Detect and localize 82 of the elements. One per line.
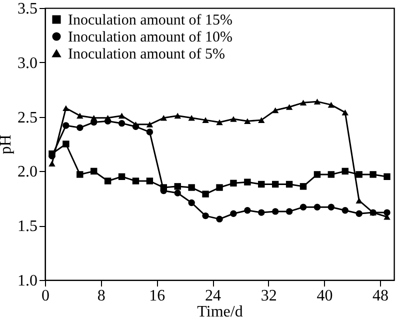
point bbox=[286, 104, 293, 110]
point bbox=[216, 119, 223, 126]
point bbox=[342, 168, 348, 175]
point bbox=[104, 114, 112, 121]
point bbox=[90, 114, 98, 121]
x-tick-label: 48 bbox=[372, 288, 389, 304]
x-tick-label: 16 bbox=[149, 288, 166, 304]
point bbox=[160, 114, 168, 121]
point bbox=[286, 208, 293, 215]
legend-label: Inoculation amount of 5% bbox=[68, 46, 226, 62]
point bbox=[146, 122, 154, 128]
point bbox=[314, 171, 321, 178]
point bbox=[62, 140, 70, 148]
point bbox=[188, 199, 195, 206]
point bbox=[216, 216, 223, 222]
point bbox=[188, 184, 195, 191]
point bbox=[76, 112, 84, 119]
point bbox=[356, 210, 362, 217]
point bbox=[76, 171, 84, 178]
point bbox=[174, 112, 181, 119]
point bbox=[216, 184, 223, 191]
point bbox=[300, 183, 307, 190]
y-tick-label: 2.5 bbox=[18, 109, 38, 126]
point bbox=[174, 190, 181, 196]
point bbox=[76, 124, 84, 132]
point bbox=[202, 212, 209, 220]
point bbox=[90, 168, 98, 175]
point bbox=[314, 98, 321, 104]
point bbox=[118, 173, 126, 180]
point bbox=[258, 180, 265, 188]
point bbox=[258, 209, 265, 216]
point bbox=[328, 102, 335, 108]
point bbox=[48, 160, 56, 166]
point bbox=[230, 180, 237, 187]
point bbox=[230, 210, 237, 217]
point bbox=[104, 178, 112, 184]
y-tick-label: 2.0 bbox=[18, 164, 38, 181]
point bbox=[356, 198, 362, 204]
point bbox=[258, 117, 265, 123]
point bbox=[62, 105, 70, 111]
x-tick-label: 24 bbox=[205, 288, 222, 304]
point bbox=[384, 209, 390, 216]
x-tick-label: 0 bbox=[42, 288, 50, 304]
y-tick-label: 3.0 bbox=[18, 54, 38, 72]
point bbox=[202, 117, 209, 123]
point bbox=[244, 207, 251, 214]
point bbox=[188, 114, 195, 121]
y-tick-label: 1.0 bbox=[18, 272, 38, 290]
point bbox=[356, 171, 362, 178]
y-tick-label: 3.5 bbox=[18, 0, 38, 18]
point bbox=[146, 178, 154, 184]
point bbox=[244, 178, 251, 186]
point bbox=[146, 128, 154, 136]
point bbox=[202, 190, 209, 198]
point bbox=[272, 208, 279, 215]
point bbox=[174, 183, 181, 190]
point bbox=[272, 107, 279, 114]
point bbox=[230, 116, 237, 122]
legend-label: Inoculation amount of 15% bbox=[68, 12, 233, 28]
point bbox=[328, 171, 335, 178]
x-tick-label: 8 bbox=[97, 288, 106, 304]
point bbox=[342, 110, 348, 116]
point bbox=[62, 122, 70, 129]
point bbox=[118, 120, 126, 127]
point bbox=[244, 118, 251, 124]
point bbox=[370, 171, 376, 178]
x-tick-label: 40 bbox=[316, 288, 333, 304]
point bbox=[384, 173, 390, 180]
point bbox=[132, 178, 140, 184]
legend-label: Inoculation amount of 10% bbox=[68, 30, 233, 46]
x-axis-title: Time/d bbox=[197, 304, 243, 320]
x-tick-label: 32 bbox=[260, 288, 277, 304]
y-axis-title: pH bbox=[0, 134, 14, 154]
point bbox=[300, 204, 307, 210]
point bbox=[286, 180, 293, 188]
y-tick-label: 1.5 bbox=[18, 218, 38, 236]
point bbox=[314, 204, 321, 210]
point bbox=[272, 180, 279, 188]
point bbox=[328, 204, 335, 210]
point bbox=[118, 112, 126, 119]
point bbox=[300, 100, 307, 106]
point bbox=[342, 207, 348, 214]
